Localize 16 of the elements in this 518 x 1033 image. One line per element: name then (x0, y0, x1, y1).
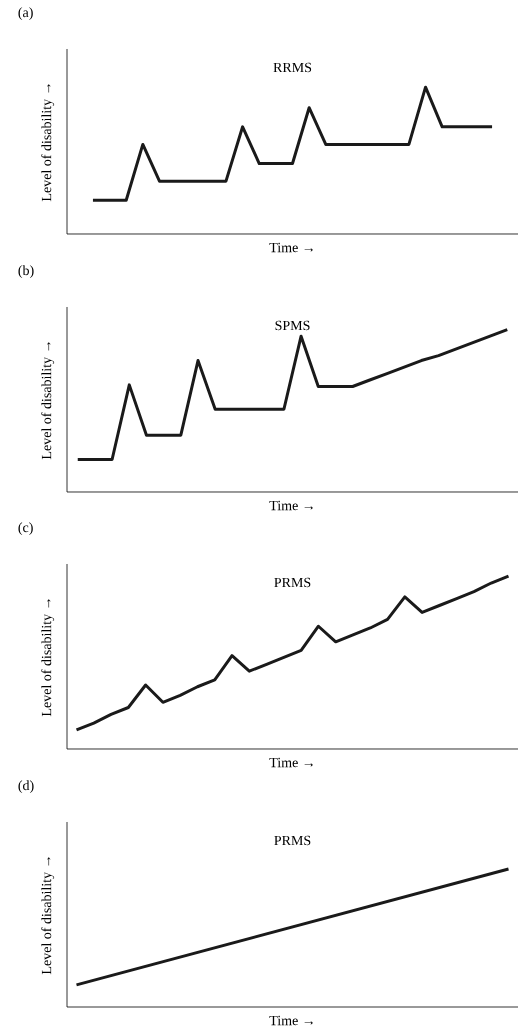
chart-title: (b) (18, 265, 34, 278)
x-axis-title: Time → (269, 1015, 313, 1026)
chart-title: (d) (18, 780, 34, 793)
x-axis-title: Time → (269, 242, 313, 253)
y-axis-title: Level of disability → (41, 342, 55, 460)
chart-title: (a) (18, 7, 33, 20)
y-axis-title: Level of disability → (41, 857, 55, 975)
x-axis-title: Time → (269, 500, 313, 511)
text: PRMS (274, 835, 311, 846)
text: RRMS (273, 62, 312, 73)
chart-title: (c) (18, 522, 33, 535)
x-axis-title: Time → (269, 757, 313, 768)
y-axis-title: Level of disability → (41, 84, 55, 202)
y-axis-title: Level of disability → (41, 599, 55, 717)
annotation: PRMS (274, 577, 311, 588)
annotation: SPMS (275, 320, 310, 331)
